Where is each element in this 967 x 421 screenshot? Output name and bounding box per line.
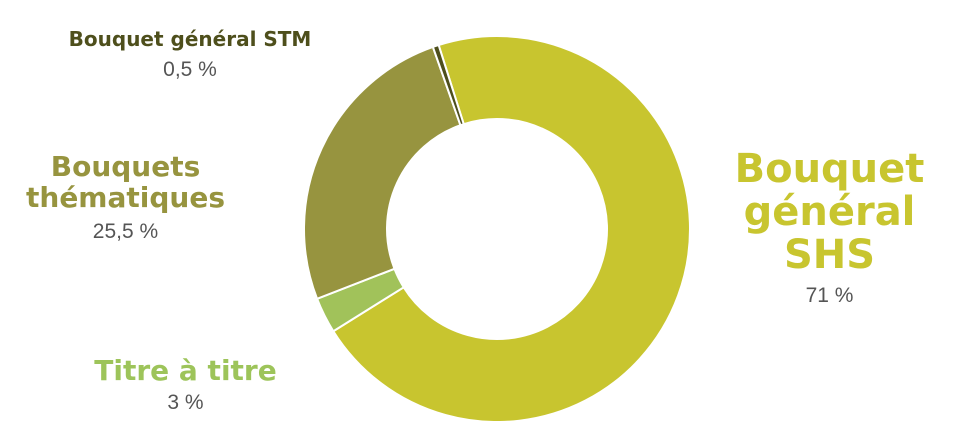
label-bouquet-general-shs: Bouquet général SHS 71 % [692, 146, 967, 308]
label-percent: 25,5 % [92, 219, 159, 243]
donut-slice-2 [303, 45, 462, 301]
label-percent: 3 % [167, 390, 204, 414]
label-bouquets-thematiques: Bouquets thématiques 25,5 % [8, 150, 243, 244]
label-titre-a-titre: Titre à titre 3 % [78, 354, 293, 415]
label-name: Bouquets thématiques [26, 150, 225, 214]
label-percent: 71 % [805, 283, 854, 307]
label-percent: 0,5 % [163, 58, 217, 81]
label-name: Titre à titre [94, 354, 277, 387]
label-name: Bouquet général SHS [734, 146, 925, 279]
label-bouquet-general-stm: Bouquet général STM 0,5 % [40, 28, 340, 82]
donut-slice-3 [431, 43, 465, 127]
label-name: Bouquet général STM [68, 27, 312, 51]
donut-slice-0 [331, 35, 691, 421]
